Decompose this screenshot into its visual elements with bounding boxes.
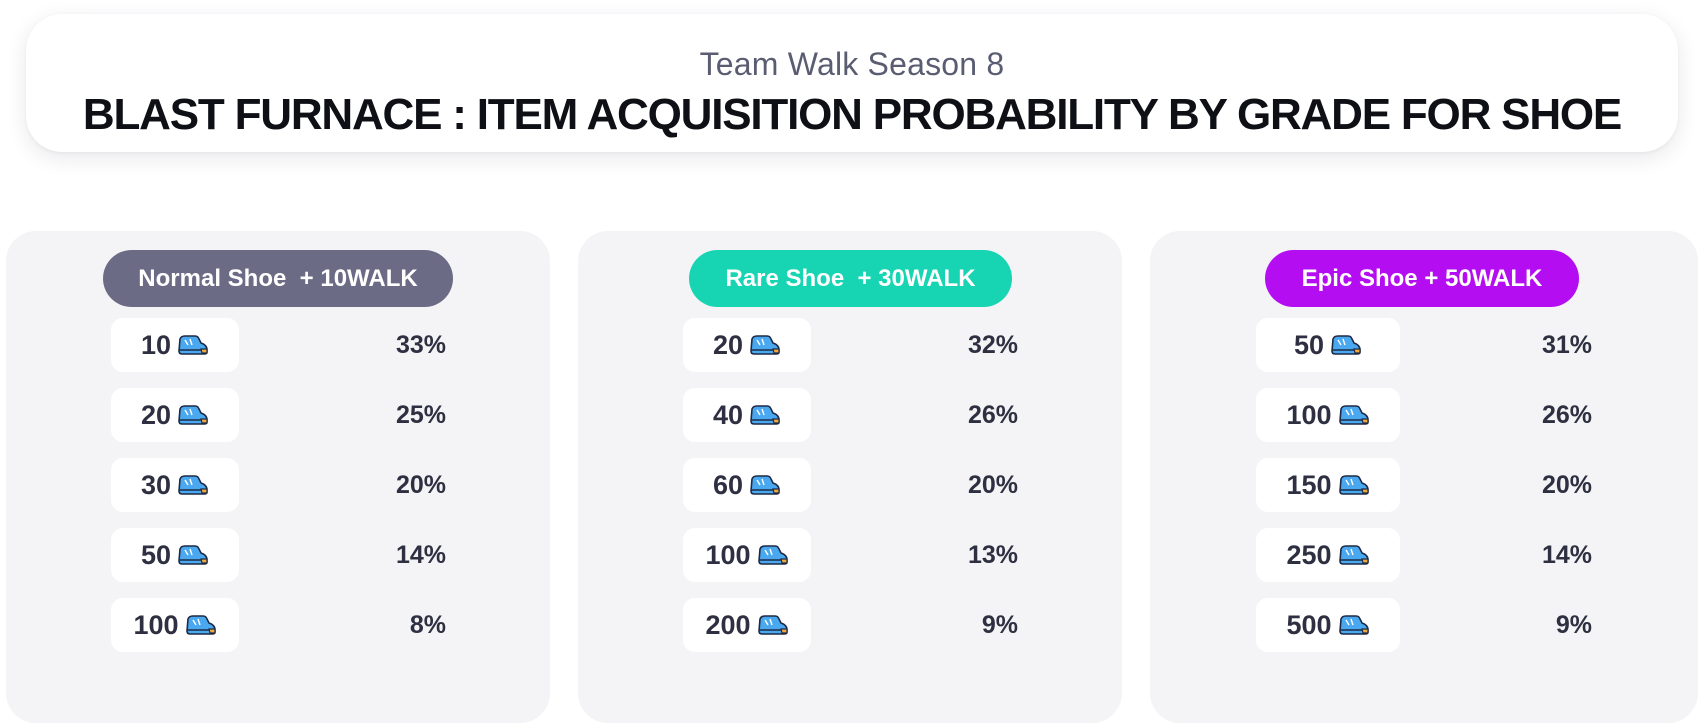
probability-row: 250 14%: [1150, 528, 1698, 582]
probability-row: 20 25%: [6, 388, 550, 442]
blue-shoe-icon: [750, 475, 780, 495]
amount-value: 10: [140, 329, 172, 360]
blue-shoe-icon: [178, 335, 208, 355]
grade-panel-rare: Rare Shoe + 30WALK 20 32% 40 26% 60 20%: [578, 231, 1122, 723]
probability-row: 200 9%: [578, 598, 1122, 652]
probability-row: 150 20%: [1150, 458, 1698, 512]
probability-value: 20%: [967, 471, 1018, 499]
probability-value: 26%: [1541, 401, 1592, 429]
grade-badge-epic: Epic Shoe + 50WALK: [1265, 250, 1579, 307]
amount-box: 60: [683, 458, 811, 512]
amount-value: 500: [1286, 609, 1332, 640]
amount-value: 20: [712, 329, 744, 360]
amount-value: 150: [1286, 469, 1332, 500]
amount-value: 30: [140, 469, 172, 500]
probability-row: 20 32%: [578, 318, 1122, 372]
amount-value: 20: [140, 399, 172, 430]
amount-value: 50: [1293, 329, 1325, 360]
blue-shoe-icon: [750, 335, 780, 355]
probability-row: 100 26%: [1150, 388, 1698, 442]
amount-value: 50: [140, 539, 172, 570]
title-card: Team Walk Season 8 BLAST FURNACE : ITEM …: [26, 14, 1678, 152]
blue-shoe-icon: [1338, 475, 1369, 495]
amount-box: 30: [111, 458, 239, 512]
amount-value: 40: [712, 399, 744, 430]
probability-row: 100 13%: [578, 528, 1122, 582]
blue-shoe-icon: [178, 475, 208, 495]
amount-box: 250: [1256, 528, 1400, 582]
probability-row: 10 33%: [6, 318, 550, 372]
amount-value: 100: [1286, 399, 1332, 430]
blue-shoe-icon: [757, 545, 788, 565]
probability-row: 60 20%: [578, 458, 1122, 512]
page-subtitle: Team Walk Season 8: [699, 46, 1005, 82]
blue-shoe-icon: [1338, 545, 1369, 565]
amount-value: 100: [133, 609, 179, 640]
grade-badge-rare: Rare Shoe + 30WALK: [689, 250, 1012, 307]
amount-box: 20: [683, 318, 811, 372]
grade-panel-normal: Normal Shoe + 10WALK 10 33% 20 25% 30 20…: [6, 231, 550, 723]
probability-value: 32%: [967, 331, 1018, 359]
blue-shoe-icon: [185, 615, 216, 635]
blue-shoe-icon: [750, 405, 780, 425]
probability-row: 50 31%: [1150, 318, 1698, 372]
blue-shoe-icon: [178, 405, 208, 425]
amount-box: 100: [111, 598, 239, 652]
amount-value: 60: [712, 469, 744, 500]
probability-value: 13%: [967, 541, 1018, 569]
amount-box: 20: [111, 388, 239, 442]
amount-value: 200: [705, 609, 751, 640]
probability-row: 50 14%: [6, 528, 550, 582]
amount-box: 500: [1256, 598, 1400, 652]
probability-value: 9%: [981, 611, 1018, 639]
probability-value: 20%: [1541, 471, 1592, 499]
probability-value: 14%: [395, 541, 446, 569]
amount-box: 50: [1256, 318, 1400, 372]
amount-box: 100: [683, 528, 811, 582]
probability-value: 25%: [395, 401, 446, 429]
amount-box: 150: [1256, 458, 1400, 512]
amount-box: 50: [111, 528, 239, 582]
blue-shoe-icon: [178, 545, 208, 565]
probability-value: 33%: [395, 331, 446, 359]
page-title: BLAST FURNACE : ITEM ACQUISITION PROBABI…: [82, 90, 1622, 139]
amount-box: 200: [683, 598, 811, 652]
amount-value: 100: [705, 539, 751, 570]
probability-row: 40 26%: [578, 388, 1122, 442]
amount-box: 40: [683, 388, 811, 442]
probability-value: 26%: [967, 401, 1018, 429]
probability-value: 20%: [395, 471, 446, 499]
probability-row: 100 8%: [6, 598, 550, 652]
grade-badge-normal: Normal Shoe + 10WALK: [103, 250, 453, 307]
probability-row: 500 9%: [1150, 598, 1698, 652]
amount-value: 250: [1286, 539, 1332, 570]
probability-value: 14%: [1541, 541, 1592, 569]
probability-value: 31%: [1541, 331, 1592, 359]
blue-shoe-icon: [757, 615, 788, 635]
probability-value: 8%: [409, 611, 446, 639]
blue-shoe-icon: [1338, 405, 1369, 425]
probability-value: 9%: [1555, 611, 1592, 639]
amount-box: 100: [1256, 388, 1400, 442]
grade-panel-epic: Epic Shoe + 50WALK 50 31% 100 26% 150 20…: [1150, 231, 1698, 723]
amount-box: 10: [111, 318, 239, 372]
probability-row: 30 20%: [6, 458, 550, 512]
blue-shoe-icon: [1331, 335, 1361, 355]
blue-shoe-icon: [1338, 615, 1369, 635]
